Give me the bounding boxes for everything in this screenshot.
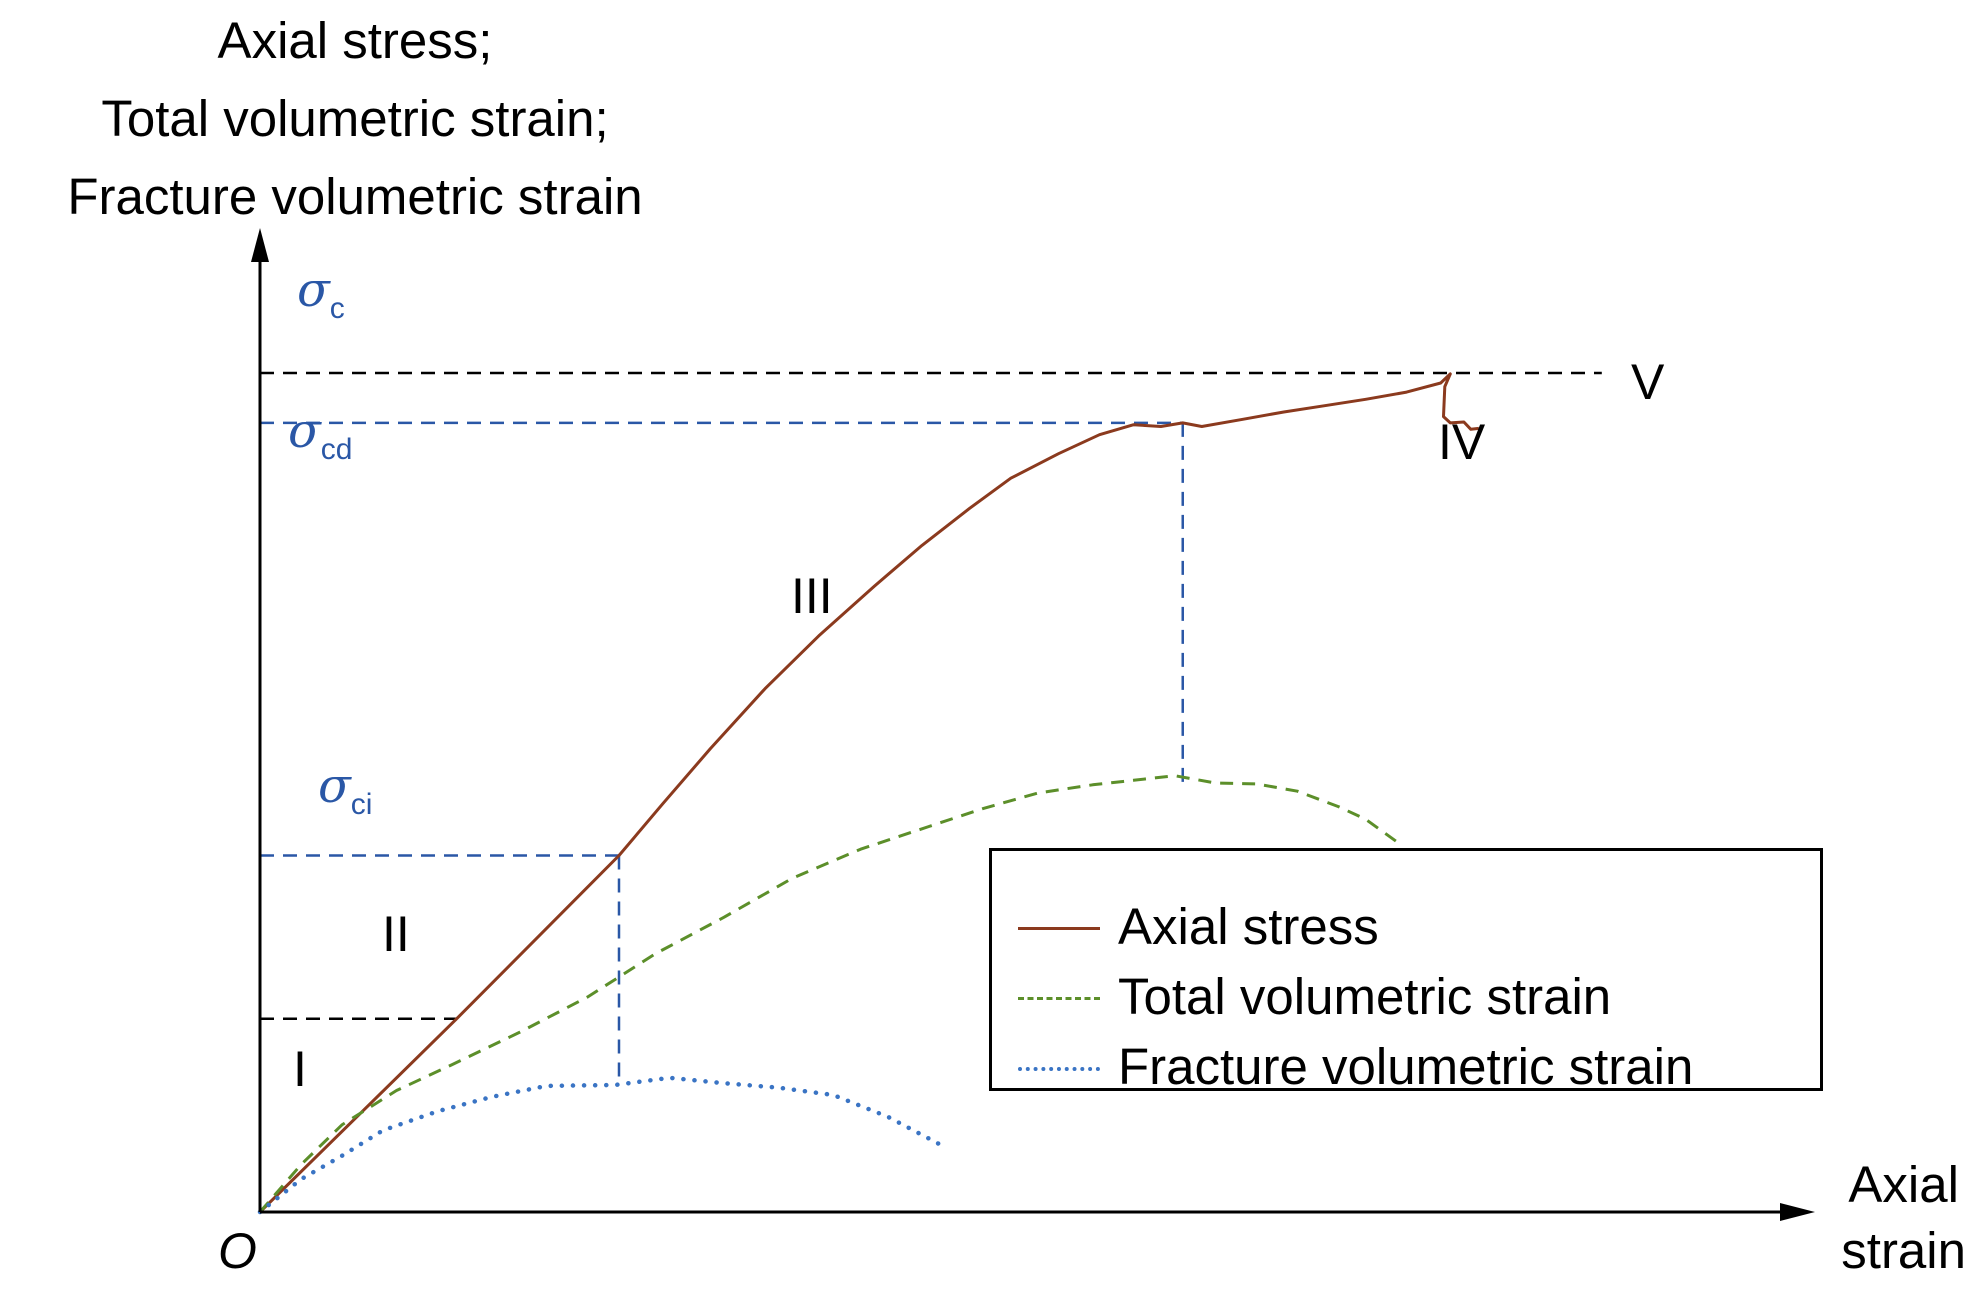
stage-label-i: I <box>293 1041 307 1097</box>
fracture-volumetric-strain-series-line <box>257 1075 945 1215</box>
stage-label-v: V <box>1631 354 1665 410</box>
legend-item-total-volumetric-strain: Total volumetric strain <box>992 967 1820 1027</box>
sigma-symbol: σ <box>288 403 321 459</box>
legend: Axial stress Total volumetric strain Fra… <box>989 848 1823 1095</box>
y-axis-label-line: Fracture volumetric strain <box>67 168 643 225</box>
y-axis-label-line: Total volumetric strain; <box>101 90 609 147</box>
sigma-symbol: σ <box>318 758 351 814</box>
sigma-ci-label: σci <box>318 758 372 822</box>
origin-label: O <box>218 1223 257 1279</box>
sigma-cd-label: σcd <box>288 403 352 467</box>
sigma-subscript: cd <box>320 433 353 466</box>
sigma-subscript: c <box>329 292 345 325</box>
x-axis-arrowhead <box>1780 1203 1815 1221</box>
y-axis-label-line: Axial stress; <box>217 12 493 69</box>
legend-swatch-solid <box>1018 927 1100 930</box>
legend-swatch-dotted <box>1018 1067 1100 1071</box>
series-group <box>257 372 1480 1215</box>
sigma-symbol: σ <box>297 262 330 318</box>
total-volumetric-strain-series-line <box>258 774 1398 1213</box>
stage-label-iv: IV <box>1438 414 1486 470</box>
legend-label: Fracture volumetric strain <box>1118 1038 1694 1095</box>
sigma-subscript: ci <box>350 788 373 821</box>
legend-label: Axial stress <box>1118 898 1379 955</box>
axes <box>251 228 1815 1221</box>
legend-swatch-dashed <box>1018 997 1100 1000</box>
x-axis-label-line: strain <box>1841 1222 1966 1279</box>
x-axis-label-line: Axial <box>1848 1156 1959 1213</box>
axial-stress-series-line <box>258 372 1480 1214</box>
y-axis-label: Axial stress; Total volumetric strain; F… <box>0 2 710 236</box>
threshold-guides <box>260 371 1602 1086</box>
legend-item-axial-stress: Axial stress <box>992 897 1820 957</box>
y-axis-arrowhead <box>251 228 269 262</box>
legend-label: Total volumetric strain <box>1118 968 1612 1025</box>
x-axis-label: Axial strain <box>1841 1152 1966 1284</box>
sigma-c-label: σc <box>297 262 345 326</box>
stage-label-ii: II <box>382 906 410 962</box>
legend-item-fracture-volumetric-strain: Fracture volumetric strain <box>992 1037 1820 1097</box>
stage-label-iii: III <box>791 568 833 624</box>
